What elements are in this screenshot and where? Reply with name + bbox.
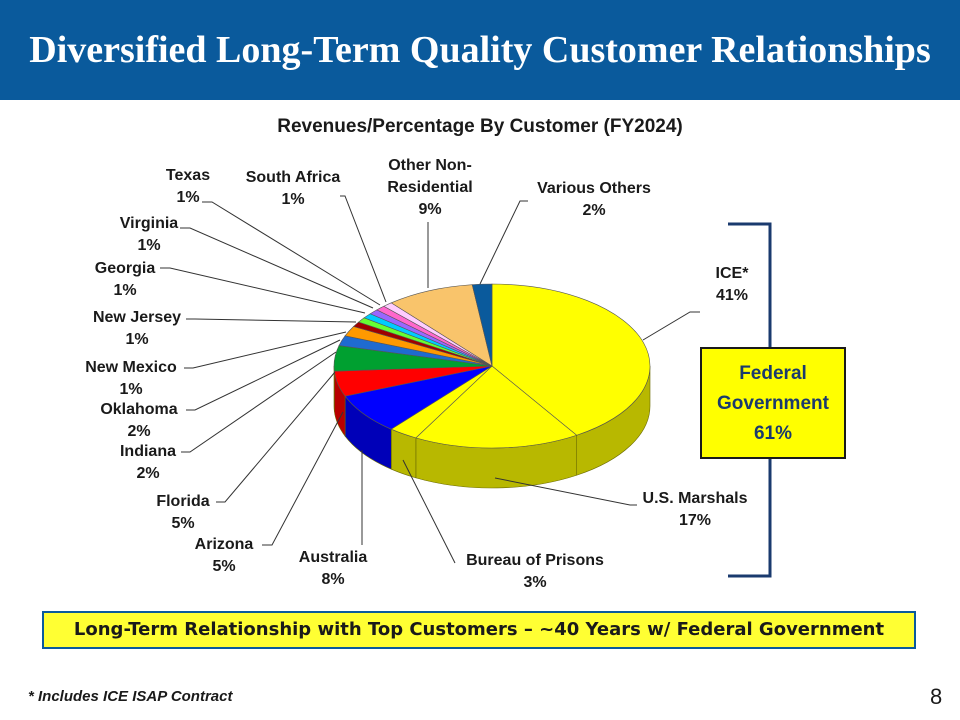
label-ice-pct: 41% <box>716 287 748 304</box>
label-other-pct: 9% <box>418 201 441 218</box>
label-oklahoma-name: Oklahoma <box>100 401 177 418</box>
label-bop-pct: 3% <box>523 574 546 591</box>
federal-government-box: Federal Government 61% <box>700 347 846 459</box>
pie-slice-various-others <box>471 283 493 367</box>
label-newjersey-pct: 1% <box>125 331 148 348</box>
label-australia-pct: 8% <box>321 571 344 588</box>
leader-line-florida <box>216 371 336 503</box>
chart-title: Revenues/Percentage By Customer (FY2024) <box>277 116 683 137</box>
leader-line-usm <box>494 477 637 506</box>
label-indiana-name: Indiana <box>120 443 176 460</box>
label-florida-name: Florida <box>156 493 209 510</box>
leader-line-bop <box>402 459 456 564</box>
label-oklahoma-pct: 2% <box>127 423 150 440</box>
leader-line-indiana <box>181 351 337 453</box>
header-bar: Diversified Long-Term Quality Customer R… <box>0 0 960 100</box>
leader-line-various <box>479 200 528 285</box>
label-texas-name: Texas <box>166 167 210 184</box>
leader-line-newjersey <box>186 318 357 323</box>
label-newmexico-pct: 1% <box>119 381 142 398</box>
label-australia-name: Australia <box>299 549 368 566</box>
leader-line-arizona <box>262 411 344 546</box>
footnote: * Includes ICE ISAP Contract <box>28 688 233 705</box>
federal-line-3: 61% <box>753 423 793 444</box>
label-southafrica-name: South Africa <box>246 169 341 186</box>
page-number: 8 <box>930 684 943 709</box>
federal-line-1: Federal <box>739 363 807 384</box>
leader-line-georgia <box>160 267 366 314</box>
banner-text: Long-Term Relationship with Top Customer… <box>73 619 885 640</box>
label-arizona-pct: 5% <box>212 558 235 575</box>
label-usm-name: U.S. Marshals <box>643 490 748 507</box>
pie-top <box>333 283 651 449</box>
label-arizona-name: Arizona <box>195 536 254 553</box>
leader-line-newmexico <box>184 331 347 369</box>
leader-line-ice <box>642 311 700 341</box>
label-various-pct: 2% <box>582 202 605 219</box>
leader-lines <box>160 195 700 564</box>
label-other-name-2: Residential <box>387 179 472 196</box>
label-virginia-name: Virginia <box>120 215 178 232</box>
pie-slice-ice <box>491 283 651 436</box>
label-florida-pct: 5% <box>171 515 194 532</box>
leader-line-oklahoma <box>186 339 341 411</box>
relationship-banner: Long-Term Relationship with Top Customer… <box>42 611 916 649</box>
label-texas-pct: 1% <box>176 189 199 206</box>
label-indiana-pct: 2% <box>136 465 159 482</box>
label-newjersey-name: New Jersey <box>93 309 181 326</box>
label-other-name-1: Other Non- <box>388 157 472 174</box>
label-ice-name: ICE* <box>716 265 750 282</box>
label-georgia-name: Georgia <box>95 260 156 277</box>
pie-slice-u-s-marshals <box>415 365 578 449</box>
leader-line-virginia <box>180 227 374 309</box>
pie-slice-other-non-residential <box>390 284 493 367</box>
federal-line-2: Government <box>717 393 829 414</box>
label-southafrica-pct: 1% <box>281 191 304 208</box>
label-usm-pct: 17% <box>679 512 711 529</box>
leader-line-texas <box>202 201 381 306</box>
label-virginia-pct: 1% <box>137 237 160 254</box>
page-title: Diversified Long-Term Quality Customer R… <box>29 29 931 71</box>
label-bop-name: Bureau of Prisons <box>466 552 604 569</box>
label-newmexico-name: New Mexico <box>85 359 177 376</box>
leader-line-southafrica <box>340 195 387 303</box>
label-various-name: Various Others <box>537 180 651 197</box>
label-georgia-pct: 1% <box>113 282 136 299</box>
